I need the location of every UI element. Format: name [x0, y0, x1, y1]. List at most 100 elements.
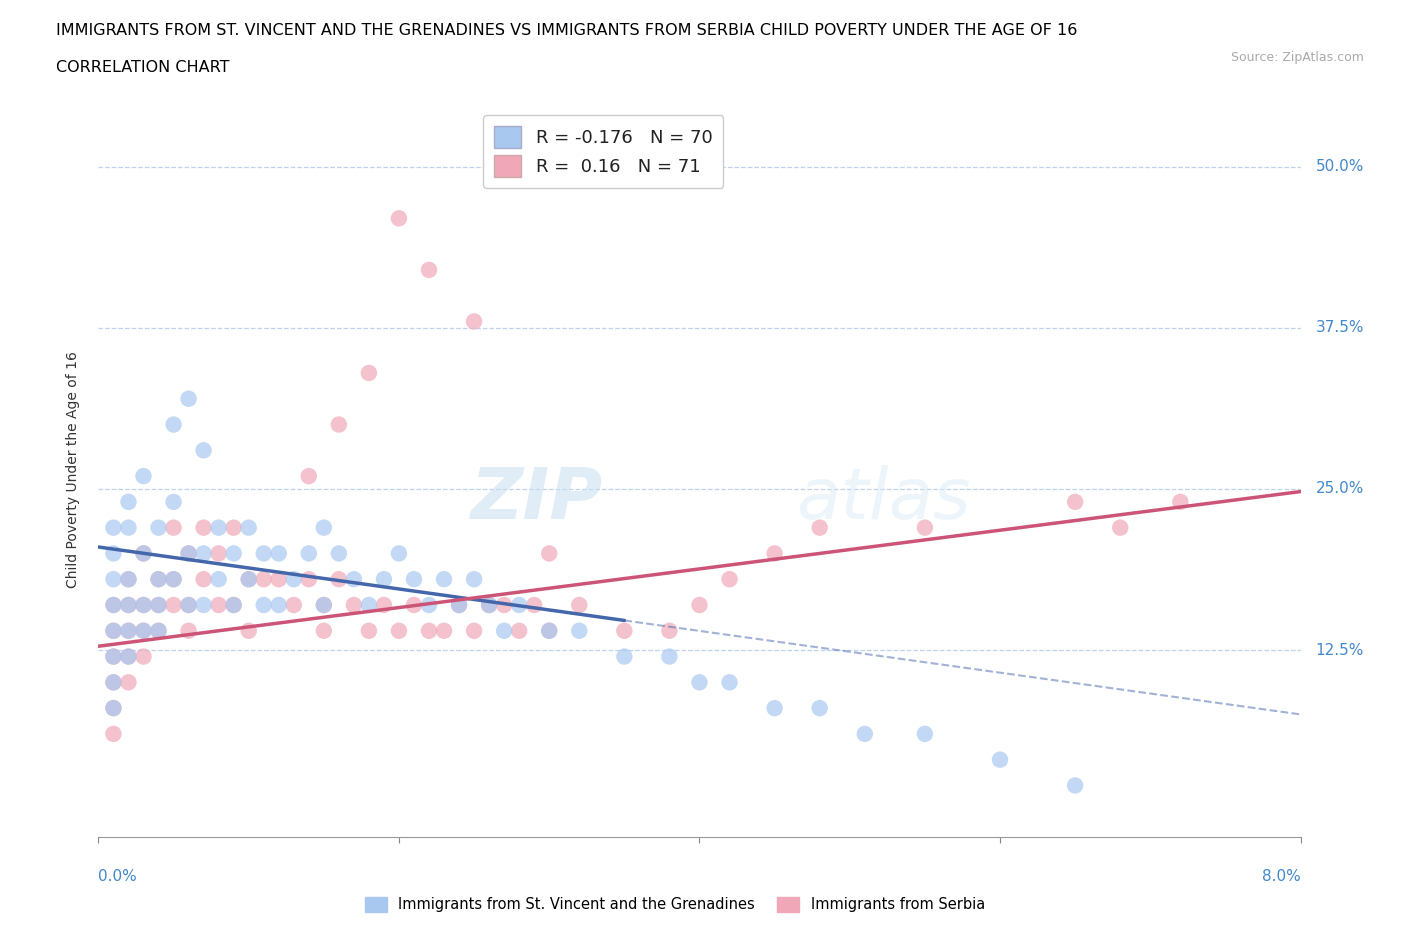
Point: [103, 623, 125, 638]
Point: [267, 572, 290, 587]
Point: [238, 520, 260, 535]
Text: 8.0%: 8.0%: [1261, 870, 1301, 884]
Point: [688, 598, 710, 613]
Point: [298, 546, 321, 561]
Point: [238, 623, 260, 638]
Point: [478, 598, 501, 613]
Point: [658, 649, 681, 664]
Point: [508, 598, 530, 613]
Point: [808, 700, 831, 715]
Point: [253, 546, 276, 561]
Point: [132, 623, 155, 638]
Point: [132, 546, 155, 561]
Point: [433, 572, 456, 587]
Point: [193, 520, 215, 535]
Point: [343, 572, 366, 587]
Text: 12.5%: 12.5%: [1316, 643, 1364, 658]
Point: [117, 572, 139, 587]
Point: [373, 572, 395, 587]
Point: [103, 546, 125, 561]
Point: [418, 598, 440, 613]
Point: [193, 572, 215, 587]
Point: [914, 520, 936, 535]
Text: 0.0%: 0.0%: [98, 870, 138, 884]
Point: [132, 469, 155, 484]
Point: [1064, 778, 1087, 793]
Point: [568, 598, 591, 613]
Point: [103, 623, 125, 638]
Point: [343, 598, 366, 613]
Point: [222, 598, 245, 613]
Point: [238, 572, 260, 587]
Point: [328, 417, 350, 432]
Point: [388, 623, 411, 638]
Point: [103, 649, 125, 664]
Point: [162, 598, 184, 613]
Point: [478, 598, 501, 613]
Point: [312, 598, 335, 613]
Point: [312, 598, 335, 613]
Point: [162, 417, 184, 432]
Legend: R = -0.176   N = 70, R =  0.16   N = 71: R = -0.176 N = 70, R = 0.16 N = 71: [484, 115, 723, 188]
Point: [148, 598, 170, 613]
Point: [267, 546, 290, 561]
Text: CORRELATION CHART: CORRELATION CHART: [56, 60, 229, 75]
Point: [402, 572, 425, 587]
Point: [238, 572, 260, 587]
Point: [494, 598, 516, 613]
Point: [177, 392, 200, 406]
Point: [463, 314, 485, 329]
Point: [177, 546, 200, 561]
Point: [328, 546, 350, 561]
Point: [162, 572, 184, 587]
Point: [853, 726, 876, 741]
Point: [1109, 520, 1132, 535]
Point: [613, 623, 636, 638]
Y-axis label: Child Poverty Under the Age of 16: Child Poverty Under the Age of 16: [66, 352, 80, 588]
Point: [808, 520, 831, 535]
Point: [718, 572, 741, 587]
Point: [103, 572, 125, 587]
Point: [447, 598, 470, 613]
Point: [388, 546, 411, 561]
Point: [763, 546, 786, 561]
Point: [538, 623, 561, 638]
Point: [283, 598, 305, 613]
Point: [148, 572, 170, 587]
Point: [253, 572, 276, 587]
Point: [538, 546, 561, 561]
Point: [914, 726, 936, 741]
Text: atlas: atlas: [796, 465, 970, 534]
Text: 37.5%: 37.5%: [1316, 320, 1364, 336]
Point: [193, 598, 215, 613]
Point: [613, 649, 636, 664]
Point: [298, 572, 321, 587]
Point: [208, 598, 231, 613]
Point: [568, 623, 591, 638]
Text: 50.0%: 50.0%: [1316, 159, 1364, 174]
Point: [208, 520, 231, 535]
Point: [267, 598, 290, 613]
Point: [117, 675, 139, 690]
Point: [222, 546, 245, 561]
Point: [402, 598, 425, 613]
Point: [1168, 495, 1191, 510]
Point: [357, 598, 380, 613]
Point: [688, 675, 710, 690]
Point: [117, 598, 139, 613]
Point: [132, 598, 155, 613]
Point: [162, 520, 184, 535]
Point: [148, 572, 170, 587]
Point: [103, 598, 125, 613]
Point: [283, 572, 305, 587]
Point: [658, 623, 681, 638]
Point: [117, 623, 139, 638]
Point: [117, 572, 139, 587]
Point: [222, 598, 245, 613]
Point: [208, 572, 231, 587]
Point: [373, 598, 395, 613]
Point: [103, 700, 125, 715]
Point: [433, 623, 456, 638]
Point: [193, 443, 215, 458]
Text: 25.0%: 25.0%: [1316, 482, 1364, 497]
